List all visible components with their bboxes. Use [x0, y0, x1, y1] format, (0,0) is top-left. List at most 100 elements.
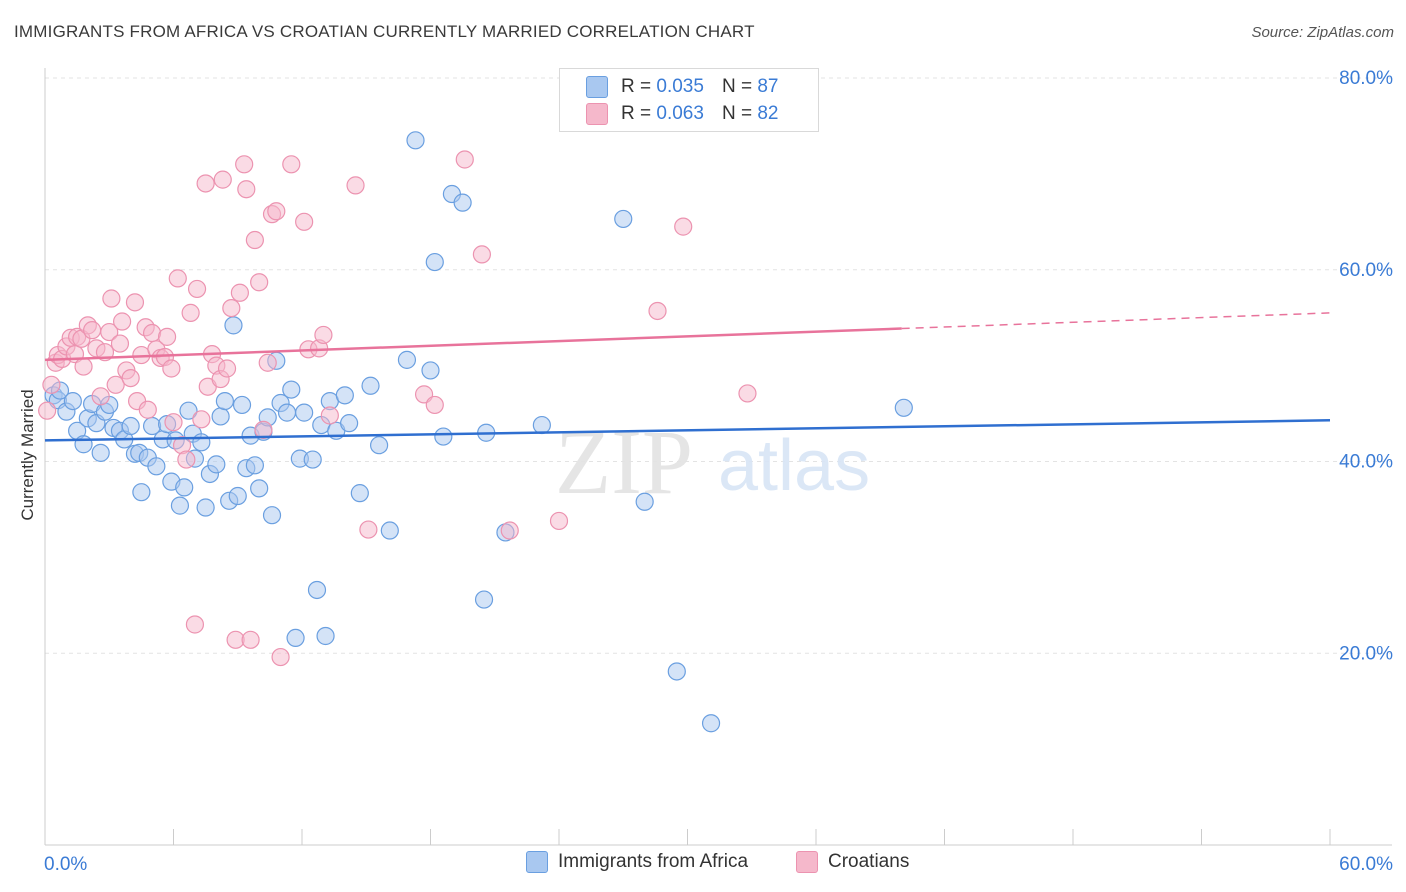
croatians-point: [245, 230, 264, 250]
africa-point: [453, 193, 472, 212]
africa-point: [224, 316, 243, 335]
africa-point: [286, 628, 305, 648]
africa-r-value: 0.035: [656, 76, 704, 97]
africa-legend-swatch: [526, 851, 548, 873]
bottom-legend-croatians: Croatians: [796, 851, 909, 873]
croatians-point: [282, 155, 301, 174]
series-croatians-points: [38, 150, 757, 667]
croatians-point: [110, 334, 130, 353]
grid-lines: [45, 77, 1392, 654]
croatians-point: [267, 202, 286, 221]
croatians-point: [121, 368, 140, 388]
croatians-point: [346, 176, 365, 195]
croatians-point: [235, 155, 254, 174]
croatians-point: [241, 630, 260, 649]
croatians-point: [157, 327, 177, 346]
croatians-point: [217, 359, 237, 378]
africa-point: [316, 626, 335, 646]
africa-point: [192, 433, 211, 452]
africa-point: [250, 479, 269, 498]
croatians-point: [102, 289, 121, 308]
africa-point: [701, 714, 721, 733]
axes: [44, 68, 1392, 846]
series-africa-points: [44, 77, 913, 733]
africa-n-label: N =: [721, 76, 753, 97]
africa-point: [121, 416, 140, 436]
croatians-point: [648, 301, 667, 321]
croatians-point: [177, 450, 196, 469]
croatians-point: [164, 413, 183, 432]
africa-point: [170, 496, 190, 515]
croatians-point: [222, 299, 241, 318]
croatians-point: [83, 321, 102, 340]
africa-point: [307, 580, 327, 600]
croatians-point: [112, 312, 132, 331]
africa-point: [532, 415, 551, 435]
africa-point: [215, 391, 234, 411]
chart-title: IMMIGRANTS FROM AFRICA VS CROATIAN CURRE…: [14, 22, 755, 41]
africa-point: [228, 486, 247, 506]
africa-point: [425, 252, 444, 272]
y-tick-label-40: 40.0%: [1339, 452, 1393, 473]
bottom-legend-africa: Immigrants from Africa: [526, 851, 748, 873]
watermark-zip: ZIP: [555, 411, 693, 513]
croatians-r-value: 0.063: [656, 103, 704, 124]
croatians-point: [230, 283, 249, 302]
africa-point: [232, 395, 252, 415]
africa-point: [614, 209, 633, 229]
croatians-trend-line: [44, 327, 902, 362]
croatians-point: [42, 375, 61, 394]
croatians-point: [738, 384, 757, 403]
croatians-point: [185, 615, 205, 634]
legend-row-africa: R = 0.035 N = 87: [586, 75, 778, 99]
croatians-n-label: N =: [721, 103, 753, 124]
croatians-point: [74, 357, 93, 376]
croatians-point: [100, 322, 119, 342]
croatians-point: [187, 279, 207, 299]
africa-point: [282, 380, 301, 399]
croatians-n-value: 82: [757, 103, 779, 124]
x-tick-label-max: 60.0%: [1339, 854, 1393, 875]
croatians-point: [295, 212, 314, 231]
africa-point: [303, 450, 322, 469]
croatians-point: [181, 303, 200, 322]
croatians-point: [168, 269, 187, 288]
croatians-point: [500, 521, 519, 540]
y-tick-labels: 20.0% 40.0% 60.0% 80.0%: [1339, 68, 1393, 664]
croatians-point: [549, 511, 569, 531]
africa-point: [277, 403, 297, 422]
africa-point: [175, 478, 194, 497]
croatians-point: [254, 420, 273, 439]
croatians-point: [320, 406, 339, 425]
africa-point: [894, 398, 913, 417]
croatians-point: [237, 180, 256, 199]
africa-point: [196, 498, 215, 517]
africa-point: [147, 457, 166, 476]
croatians-point: [674, 217, 693, 236]
croatians-point: [250, 273, 269, 292]
africa-legend-label: Immigrants from Africa: [558, 851, 749, 872]
croatians-point: [472, 245, 491, 264]
legend-row-croatians: R = 0.063 N = 82: [586, 102, 778, 126]
africa-r-label: R =: [621, 76, 652, 97]
africa-point: [211, 407, 230, 426]
africa-point: [361, 376, 380, 395]
africa-point: [434, 427, 453, 446]
croatians-point: [192, 410, 211, 429]
watermark: ZIP atlas: [555, 411, 870, 513]
croatians-point: [455, 150, 474, 169]
africa-point: [667, 662, 686, 681]
africa-point: [179, 401, 198, 420]
croatians-point: [258, 353, 277, 372]
source-credit: Source: ZipAtlas.com: [1251, 24, 1394, 41]
croatians-point: [125, 293, 145, 312]
africa-point: [74, 435, 93, 454]
africa-point: [63, 391, 82, 411]
croatians-point: [138, 400, 157, 419]
croatians-swatch: [586, 103, 608, 125]
croatians-point: [142, 323, 162, 343]
africa-point: [335, 386, 354, 405]
croatians-legend-swatch: [796, 851, 818, 873]
africa-point: [370, 436, 389, 455]
